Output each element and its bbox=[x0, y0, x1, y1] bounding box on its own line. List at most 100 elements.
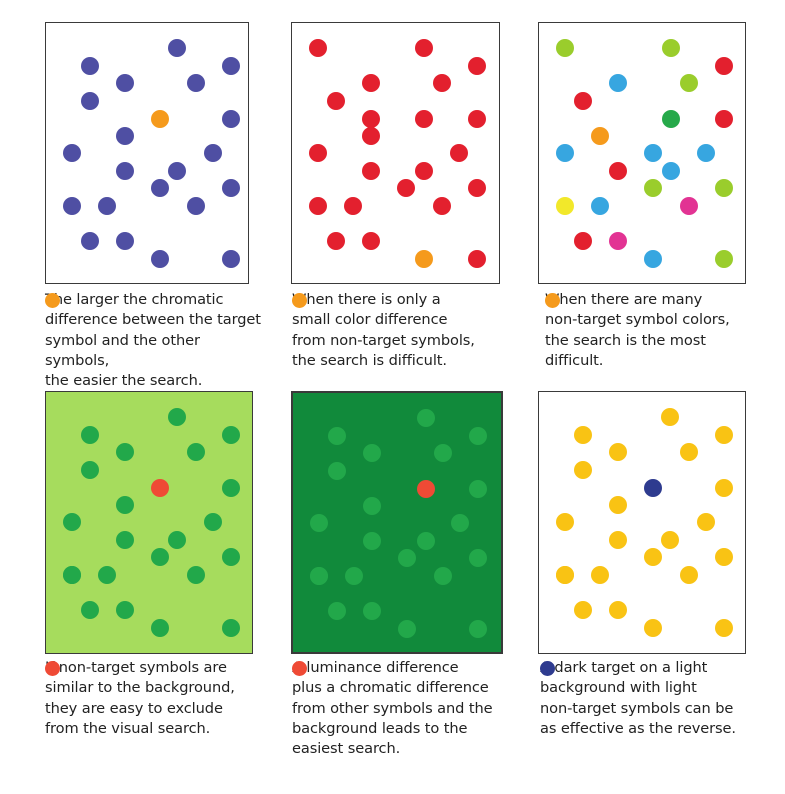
distractor-dot bbox=[591, 566, 609, 584]
panel-6-dots bbox=[556, 408, 733, 637]
orange-bullet-icon bbox=[45, 293, 60, 308]
distractor-dot bbox=[609, 496, 627, 514]
distractor-dot bbox=[609, 162, 627, 180]
distractor-dot bbox=[697, 144, 715, 162]
distractor-dot bbox=[81, 426, 99, 444]
distractor-dot bbox=[469, 427, 487, 445]
target-dot bbox=[151, 110, 169, 128]
distractor-dot bbox=[556, 39, 574, 57]
distractor-dot bbox=[168, 408, 186, 426]
distractor-dot bbox=[187, 74, 205, 92]
distractor-dot bbox=[327, 232, 345, 250]
distractor-dot bbox=[168, 162, 186, 180]
distractor-dot bbox=[81, 57, 99, 75]
distractor-dot bbox=[63, 197, 81, 215]
distractor-dot bbox=[662, 39, 680, 57]
distractor-dot bbox=[450, 144, 468, 162]
distractor-dot bbox=[417, 409, 435, 427]
distractor-dot bbox=[362, 127, 380, 145]
target-dot bbox=[417, 480, 435, 498]
distractor-dot bbox=[63, 513, 81, 531]
distractor-dot bbox=[327, 92, 345, 110]
distractor-dot bbox=[63, 566, 81, 584]
distractor-dot bbox=[644, 548, 662, 566]
distractor-dot bbox=[398, 549, 416, 567]
distractor-dot bbox=[415, 39, 433, 57]
distractor-dot bbox=[309, 39, 327, 57]
distractor-dot bbox=[609, 74, 627, 92]
panel-3-multicolor-dots bbox=[538, 22, 746, 284]
panel-1-blue-dots bbox=[45, 22, 249, 284]
distractor-dot bbox=[609, 232, 627, 250]
distractor-dot bbox=[715, 110, 733, 128]
distractor-dot bbox=[116, 443, 134, 461]
distractor-dot bbox=[680, 566, 698, 584]
distractor-dot bbox=[363, 497, 381, 515]
caption-5: A luminance difference plus a chromatic … bbox=[292, 658, 512, 759]
panel-6-yellow-dots bbox=[538, 391, 746, 654]
distractor-dot bbox=[574, 426, 592, 444]
distractor-dot bbox=[204, 513, 222, 531]
distractor-dot bbox=[434, 567, 452, 585]
caption-1-text: The larger the chromatic difference betw… bbox=[45, 291, 261, 390]
distractor-dot bbox=[363, 444, 381, 462]
distractor-dot bbox=[81, 461, 99, 479]
navy-bullet-icon bbox=[540, 661, 555, 676]
distractor-dot bbox=[469, 549, 487, 567]
distractor-dot bbox=[222, 426, 240, 444]
target-dot bbox=[151, 479, 169, 497]
orange-bullet-icon bbox=[545, 293, 560, 308]
distractor-dot bbox=[697, 513, 715, 531]
distractor-dot bbox=[468, 57, 486, 75]
distractor-dot bbox=[591, 197, 609, 215]
distractor-dot bbox=[451, 514, 469, 532]
distractor-dot bbox=[715, 250, 733, 268]
caption-3-text: When there are many non-target symbol co… bbox=[545, 291, 730, 369]
distractor-dot bbox=[433, 197, 451, 215]
distractor-dot bbox=[556, 144, 574, 162]
distractor-dot bbox=[468, 110, 486, 128]
distractor-dot bbox=[680, 74, 698, 92]
distractor-dot bbox=[434, 444, 452, 462]
distractor-dot bbox=[715, 479, 733, 497]
caption-6: A dark target on a light background with… bbox=[540, 658, 760, 739]
distractor-dot bbox=[151, 250, 169, 268]
caption-2: When there is only a small color differe… bbox=[292, 290, 512, 371]
distractor-dot bbox=[222, 619, 240, 637]
distractor-dot bbox=[204, 144, 222, 162]
distractor-dot bbox=[433, 74, 451, 92]
distractor-dot bbox=[644, 250, 662, 268]
distractor-dot bbox=[644, 144, 662, 162]
distractor-dot bbox=[715, 619, 733, 637]
distractor-dot bbox=[362, 74, 380, 92]
distractor-dot bbox=[328, 462, 346, 480]
distractor-dot bbox=[644, 619, 662, 637]
distractor-dot bbox=[468, 179, 486, 197]
distractor-dot bbox=[187, 443, 205, 461]
distractor-dot bbox=[116, 74, 134, 92]
panel-2-dots bbox=[309, 39, 486, 268]
orange-bullet-icon bbox=[292, 293, 307, 308]
distractor-dot bbox=[81, 92, 99, 110]
red-bullet-icon bbox=[45, 661, 60, 676]
distractor-dot bbox=[715, 548, 733, 566]
panel-1-dots bbox=[63, 39, 240, 268]
distractor-dot bbox=[222, 250, 240, 268]
distractor-dot bbox=[363, 602, 381, 620]
distractor-dot bbox=[644, 179, 662, 197]
distractor-dot bbox=[715, 179, 733, 197]
distractor-dot bbox=[328, 602, 346, 620]
distractor-dot bbox=[362, 162, 380, 180]
distractor-dot bbox=[469, 480, 487, 498]
distractor-dot bbox=[662, 162, 680, 180]
panel-5-dots bbox=[310, 409, 487, 638]
distractor-dot bbox=[574, 92, 592, 110]
red-bullet-icon bbox=[292, 661, 307, 676]
panel-3-dots bbox=[556, 39, 733, 268]
distractor-dot bbox=[609, 531, 627, 549]
distractor-dot bbox=[661, 408, 679, 426]
distractor-dot bbox=[363, 532, 381, 550]
caption-6-text: A dark target on a light background with… bbox=[540, 659, 736, 737]
caption-5-text: A luminance difference plus a chromatic … bbox=[292, 659, 493, 758]
distractor-dot bbox=[187, 197, 205, 215]
